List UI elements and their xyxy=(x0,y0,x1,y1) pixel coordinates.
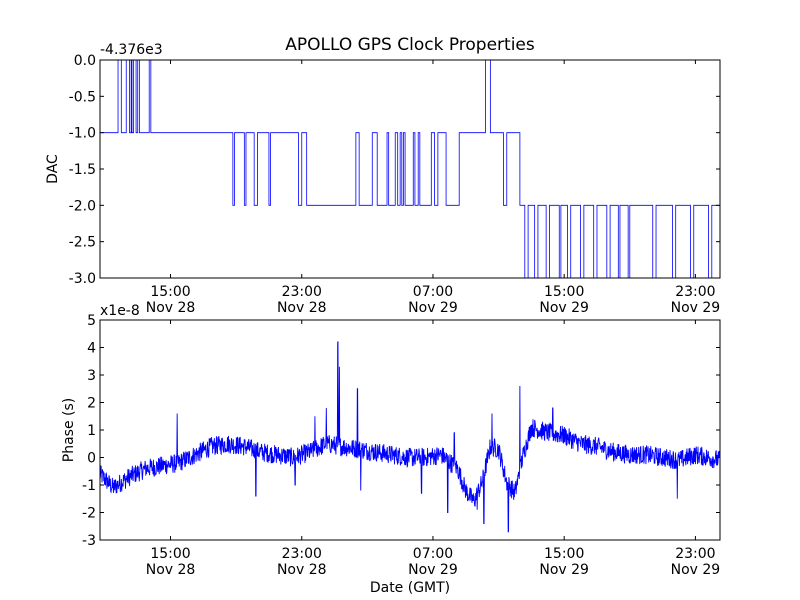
y-tick-label: 0 xyxy=(87,451,96,467)
x-tick-date-label: Nov 28 xyxy=(277,300,327,316)
x-tick-date-label: Nov 29 xyxy=(539,562,589,578)
y-tick-label: 4 xyxy=(87,341,96,357)
y-tick-label: 3 xyxy=(87,368,96,384)
phase-series-line xyxy=(100,341,720,533)
x-tick-date-label: Nov 29 xyxy=(671,300,721,316)
phase-x-axis-label: Date (GMT) xyxy=(370,580,450,596)
x-tick-time-label: 15:00 xyxy=(150,546,190,562)
x-tick-time-label: 07:00 xyxy=(413,284,453,300)
x-tick-date-label: Nov 28 xyxy=(146,300,196,316)
y-tick-label: -2.0 xyxy=(69,198,96,214)
x-tick-time-label: 23:00 xyxy=(282,546,322,562)
phase-plot-area xyxy=(100,320,720,540)
y-tick-label: -2 xyxy=(82,506,96,522)
phase-y-axis-label: Phase (s) xyxy=(61,398,77,462)
dac-y-ticks: 0.0 -0.5 -1.0 -1.5 -2.0 -2.5 -3.0 xyxy=(69,53,720,287)
phase-series-group xyxy=(100,341,720,533)
dac-y-axis-label: DAC xyxy=(45,154,61,184)
y-tick-label: -2.5 xyxy=(69,235,96,251)
phase-y-ticks: -3 -2 -1 0 1 2 3 4 5 xyxy=(82,313,720,549)
y-tick-label: 1 xyxy=(87,423,96,439)
x-tick-date-label: Nov 28 xyxy=(146,562,196,578)
x-tick-date-label: Nov 29 xyxy=(539,300,589,316)
y-tick-label: 0.0 xyxy=(74,53,96,69)
x-tick-time-label: 15:00 xyxy=(150,284,190,300)
phase-offset-text: x1e-8 xyxy=(100,303,140,319)
x-tick-date-label: Nov 29 xyxy=(408,300,458,316)
dac-series-group xyxy=(100,60,720,278)
x-tick-date-label: Nov 29 xyxy=(408,562,458,578)
figure-title: APOLLO GPS Clock Properties xyxy=(285,35,535,55)
x-tick-time-label: 15:00 xyxy=(544,546,584,562)
y-tick-label: 2 xyxy=(87,396,96,412)
x-tick-date-label: Nov 28 xyxy=(277,562,327,578)
x-tick-time-label: 23:00 xyxy=(675,284,715,300)
y-tick-label: -3.0 xyxy=(69,271,96,287)
x-tick-time-label: 15:00 xyxy=(544,284,584,300)
y-tick-label: -1 xyxy=(82,478,96,494)
dac-series-line xyxy=(100,60,720,278)
dac-offset-text: -4.376e3 xyxy=(100,42,163,58)
x-tick-date-label: Nov 29 xyxy=(671,562,721,578)
x-tick-time-label: 23:00 xyxy=(675,546,715,562)
dac-plot-area xyxy=(100,60,720,278)
x-tick-time-label: 07:00 xyxy=(413,546,453,562)
y-tick-label: -1.5 xyxy=(69,162,96,178)
y-tick-label: -1.0 xyxy=(69,126,96,142)
y-tick-label: 5 xyxy=(87,313,96,329)
x-tick-time-label: 23:00 xyxy=(282,284,322,300)
y-tick-label: -0.5 xyxy=(69,89,96,105)
y-tick-label: -3 xyxy=(82,533,96,549)
